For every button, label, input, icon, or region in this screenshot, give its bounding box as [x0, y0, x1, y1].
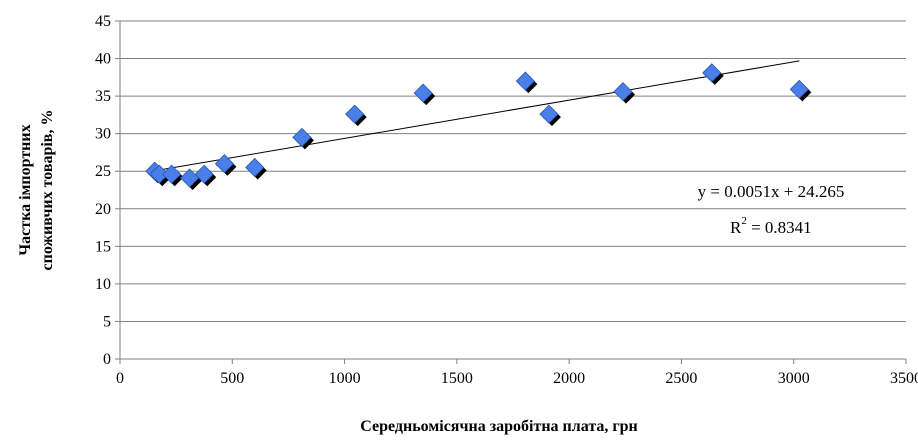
y-tick-label: 10: [95, 276, 111, 293]
data-point-marker: [789, 79, 809, 99]
data-point: [789, 79, 812, 102]
data-point: [214, 154, 237, 176]
y-tick-label: 35: [95, 88, 111, 105]
data-point: [515, 71, 538, 94]
y-tick-label: 45: [95, 13, 111, 30]
data-point: [162, 164, 184, 187]
data-point-marker: [345, 104, 365, 124]
gridlines: [120, 20, 906, 322]
x-tick-label: 2500: [665, 370, 697, 387]
y-tick-label: 40: [95, 51, 111, 68]
x-tick-label: 1500: [441, 370, 473, 387]
data-point-marker: [292, 127, 312, 147]
y-tick-label: 0: [103, 351, 111, 368]
y-tick-label: 25: [95, 163, 111, 180]
y-axis-title-line-1: Частка імпортних: [17, 124, 34, 255]
trendline-group: [154, 60, 800, 172]
y-tick-label: 5: [103, 313, 111, 330]
y-axis-title: Частка імпортних споживчих товарів, %: [17, 110, 56, 271]
x-tick-label: 1000: [329, 370, 361, 387]
x-tick-label: 500: [220, 370, 244, 387]
trendline-equation: y = 0.0051x + 24.265: [698, 182, 845, 201]
data-point-marker: [162, 164, 182, 184]
x-tick-label: 0: [116, 370, 124, 387]
data-point: [194, 164, 217, 187]
y-tick-label: 20: [95, 201, 111, 218]
y-tick-label: 15: [95, 238, 111, 255]
data-point: [345, 104, 367, 127]
x-tick-label: 3000: [778, 370, 810, 387]
r-squared-value: = 0.8341: [747, 218, 812, 237]
data-point-marker: [214, 154, 234, 174]
axis-ticks: 0 5 10 15 20 25 30 35 40 45 0 500 1000 1500 2000 2500 30…: [95, 13, 918, 387]
x-tick-label: 2000: [553, 370, 585, 387]
data-point-marker: [194, 164, 214, 184]
r-squared-prefix: R: [730, 218, 742, 237]
r-squared-label: R2 = 0.8341: [730, 215, 812, 237]
data-point: [245, 157, 267, 180]
data-point-marker: [702, 63, 722, 83]
data-points: [145, 63, 812, 190]
data-point: [292, 127, 314, 150]
x-axis-title: Середньомісячна заробітна плата, грн: [360, 418, 638, 435]
data-point-marker: [515, 71, 535, 91]
trendline: [154, 60, 800, 172]
data-point: [413, 83, 436, 106]
data-point: [702, 63, 724, 85]
y-axis-title-line-2: споживчих товарів, %: [39, 110, 56, 271]
y-tick-label: 30: [95, 126, 111, 143]
data-point-marker: [245, 157, 265, 178]
data-point: [613, 82, 636, 104]
data-point-marker: [539, 104, 559, 124]
data-point-marker: [413, 83, 433, 103]
r-squared-superscript: 2: [741, 215, 747, 227]
x-tick-label: 3500: [890, 370, 918, 387]
data-point-marker: [613, 82, 633, 102]
data-point: [539, 104, 561, 127]
